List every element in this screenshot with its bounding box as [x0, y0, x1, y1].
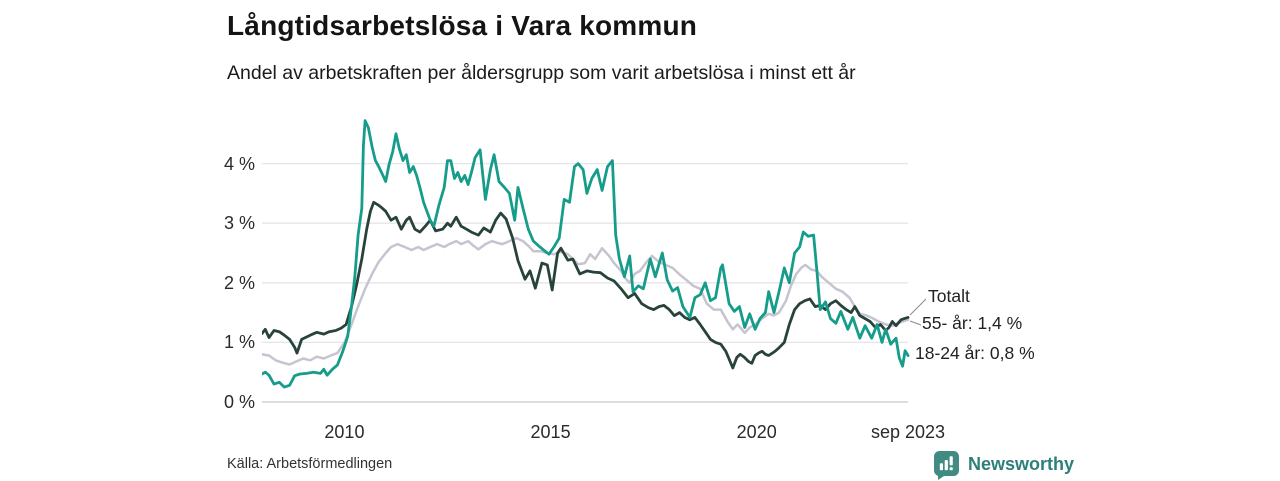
source-note: Källa: Arbetsförmedlingen — [227, 456, 393, 472]
line-chart — [262, 119, 927, 403]
newsworthy-wordmark: Newsworthy — [968, 454, 1075, 474]
y-tick-label: 1 % — [223, 332, 255, 353]
label-connector-line — [909, 298, 927, 316]
page-title: Långtidsarbetslösa i Vara kommun — [227, 10, 698, 41]
x-tick-label: 2015 — [530, 422, 571, 442]
y-tick-label: 3 % — [223, 213, 255, 234]
series-label-18-24: 18-24 år: 0,8 % — [915, 343, 1035, 363]
y-tick-label: 4 % — [223, 153, 255, 174]
series-label-totalt: Totalt — [928, 286, 970, 306]
page-subtitle: Andel av arbetskraften per åldersgrupp s… — [227, 62, 856, 84]
series-line-55-r — [262, 200, 910, 370]
label-connector-line — [909, 320, 922, 326]
newsworthy-bar-chart-bubble-icon — [934, 451, 959, 480]
x-tick-label: sep 2023 — [870, 422, 946, 442]
x-tick-label: 2010 — [324, 422, 365, 442]
x-tick-label: 2020 — [736, 422, 777, 442]
newsworthy-logo: Newsworthy — [933, 450, 1074, 481]
series-line-18-24-r — [262, 119, 910, 389]
series-line-totalt — [262, 236, 910, 366]
series-label-55: 55- år: 1,4 % — [922, 313, 1023, 333]
y-tick-label: 2 % — [223, 272, 255, 293]
y-tick-label: 0 % — [223, 392, 255, 412]
